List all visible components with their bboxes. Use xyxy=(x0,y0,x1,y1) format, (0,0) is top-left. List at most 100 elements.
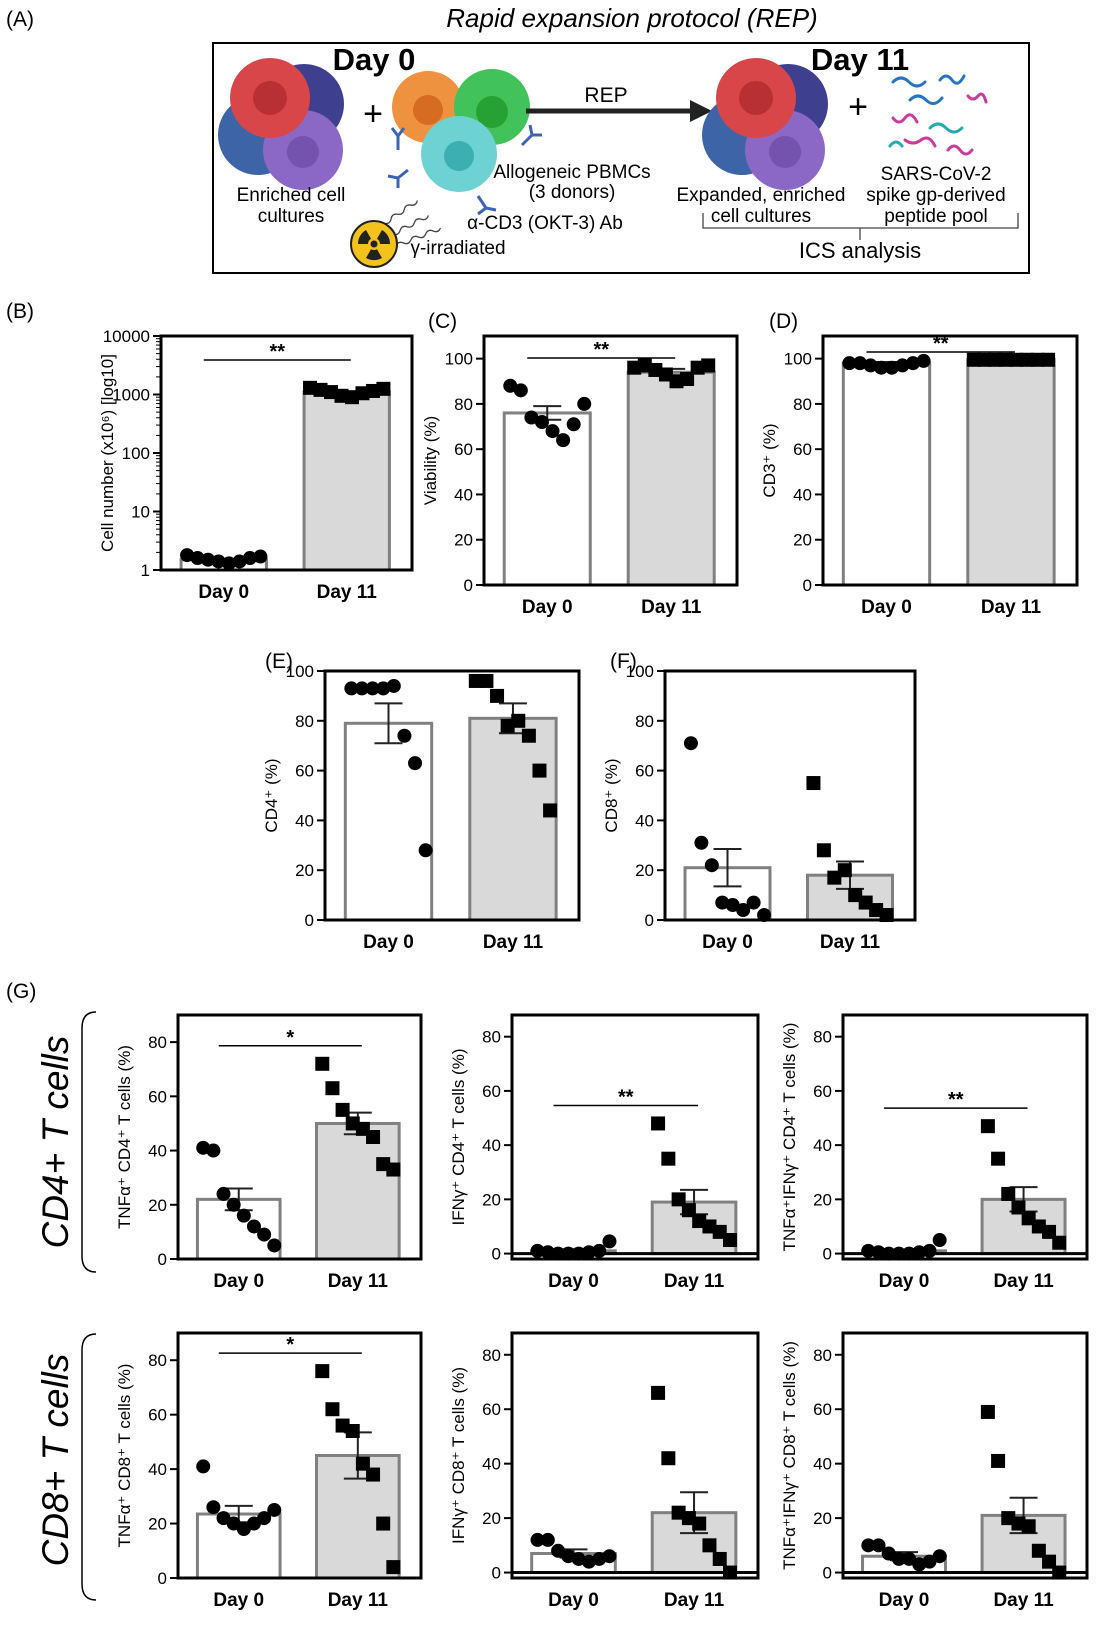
y-tick-label: 20 xyxy=(482,1190,501,1209)
x-category-label: Day 11 xyxy=(664,1590,725,1611)
data-point-day0 xyxy=(211,554,226,569)
data-point-day0 xyxy=(577,396,592,411)
y-tick-label: 20 xyxy=(482,1509,501,1528)
pbmc-cluster xyxy=(392,69,530,192)
data-point-day0 xyxy=(874,360,889,375)
antibody-glyphs xyxy=(387,124,542,216)
data-point-day11 xyxy=(977,352,992,367)
data-point-day0 xyxy=(881,1246,896,1261)
x-category-label: Day 0 xyxy=(198,582,249,603)
data-point-day11 xyxy=(637,358,652,373)
x-category-label: Day 11 xyxy=(317,582,378,603)
cell-teal-nucleus xyxy=(444,141,474,171)
data-point-day0 xyxy=(551,1246,566,1261)
panel-label-b: (B) xyxy=(6,300,34,323)
y-tick-label: 0 xyxy=(492,1564,501,1583)
ics-analysis-label: ICS analysis xyxy=(799,238,921,263)
data-point-day11 xyxy=(658,367,673,382)
chart-g3-tnf-ifn-cd4: 0 20 40 60 80 Day 0 Day 11 TNFα⁺IFNγ⁺ CD4⁺ T ce… xyxy=(780,1013,1089,1292)
data-point-day0 xyxy=(365,681,380,696)
expanded-label-line1: Expanded, enriched xyxy=(676,185,845,206)
data-point-day11 xyxy=(468,673,483,688)
data-point-day11 xyxy=(1009,352,1024,367)
x-category-label: Day 0 xyxy=(879,1271,930,1292)
panel-label-a: (A) xyxy=(6,8,34,31)
y-tick-label: 0 xyxy=(158,1569,167,1588)
panel-label-f: (F) xyxy=(610,650,637,673)
data-point-day0 xyxy=(551,1543,566,1558)
y-tick-label: 20 xyxy=(148,1196,167,1215)
y-tick-label: 0 xyxy=(305,911,314,930)
chart-f-cd8: 0 20 40 60 80 100 Day 0 Day 11 CD8⁺ (%) xyxy=(602,662,917,953)
panel-label-e: (E) xyxy=(265,650,293,673)
y-axis-label: CD4⁺ (%) xyxy=(262,758,281,832)
significance-label: ** xyxy=(933,333,949,355)
data-point-day11 xyxy=(837,863,852,878)
data-point-day11 xyxy=(627,360,642,375)
data-point-day0 xyxy=(267,1238,282,1253)
data-point-day11 xyxy=(325,1081,340,1096)
data-point-day0 xyxy=(201,552,216,567)
data-point-day0 xyxy=(891,1551,906,1566)
peptide-pool-icon xyxy=(888,74,988,156)
data-point-day11 xyxy=(680,372,695,387)
data-point-day0 xyxy=(871,1245,886,1260)
x-category-label: Day 0 xyxy=(363,932,414,953)
data-point-day11 xyxy=(661,1451,676,1466)
x-category-label: Day 0 xyxy=(702,932,753,953)
plus-sign-1: + xyxy=(363,95,383,133)
enriched-label-line2: cultures xyxy=(258,206,325,227)
data-point-day11 xyxy=(376,1516,391,1531)
y-tick-label: 60 xyxy=(148,1406,167,1425)
data-point-day11 xyxy=(723,1565,738,1580)
y-tick-label: 0 xyxy=(158,1250,167,1269)
significance-label: * xyxy=(286,1027,294,1049)
data-point-day11 xyxy=(1041,352,1056,367)
data-point-day11 xyxy=(806,776,821,791)
data-point-day0 xyxy=(561,1246,576,1261)
row-bracket-cd4 xyxy=(81,1011,97,1273)
data-point-day0 xyxy=(534,415,549,430)
data-point-day0 xyxy=(566,417,581,432)
chart-g2-ifn-cd4: 0 20 40 60 80 Day 0 Day 11 IFNγ⁺ CD4⁺ T cells (… xyxy=(449,1013,760,1292)
data-point-day0 xyxy=(556,433,571,448)
data-point-day0 xyxy=(736,903,751,918)
data-point-day11 xyxy=(991,1453,1006,1468)
y-axis-label: TNFα⁺IFNγ⁺ CD4⁺ T cells (%) xyxy=(780,1023,799,1252)
data-point-day0 xyxy=(725,898,740,913)
y-tick-label: 20 xyxy=(635,861,654,880)
spike-label-line2: spike gp-derived xyxy=(866,185,1005,206)
data-point-day11 xyxy=(998,352,1013,367)
y-tick-label: 60 xyxy=(635,762,654,781)
y-tick-label: 40 xyxy=(813,1136,832,1155)
y-tick-label: 80 xyxy=(454,395,473,414)
cell-purple-nucleus xyxy=(287,136,319,168)
data-point-day11 xyxy=(816,843,831,858)
data-point-day11 xyxy=(651,1116,666,1131)
ics-bracket xyxy=(702,213,1019,240)
spike-label-line3: peptide pool xyxy=(884,206,988,227)
data-point-day0 xyxy=(206,1500,221,1515)
y-tick-label: 1000 xyxy=(112,386,150,405)
data-point-day11 xyxy=(355,1456,370,1471)
data-point-day11 xyxy=(966,352,981,367)
y-axis-label: CD3⁺ (%) xyxy=(760,423,779,497)
y-tick-label: 40 xyxy=(635,811,654,830)
data-point-day11 xyxy=(1021,1519,1036,1534)
radiation-icon xyxy=(350,220,398,268)
data-point-day11 xyxy=(325,1402,340,1417)
chart-g6-tnf-ifn-cd8: 0 20 40 60 80 Day 0 Day 11 TNFα⁺IFNγ⁺ CD8⁺ T ce… xyxy=(780,1331,1089,1611)
data-point-day11 xyxy=(315,1056,330,1071)
data-point-day0 xyxy=(922,1243,937,1258)
data-point-day0 xyxy=(694,835,709,850)
chart-b-cell-number: 1 10 100 1000 10000 Day 0 Day 11 Cell number (x… xyxy=(98,327,414,603)
x-category-label: Day 11 xyxy=(993,1590,1054,1611)
y-tick-label: 80 xyxy=(813,1346,832,1365)
y-tick-label: 20 xyxy=(813,1190,832,1209)
data-point-day11 xyxy=(521,728,536,743)
data-point-day0 xyxy=(190,551,205,566)
data-point-day0 xyxy=(226,1197,241,1212)
row-bracket-cd8 xyxy=(81,1333,97,1601)
chart-g1-tnf-cd4: 0 20 40 60 80 Day 0 Day 11 TNFα⁺ CD4⁺ T cells (… xyxy=(115,1013,423,1292)
antibody-label: α-CD3 (OKT-3) Ab xyxy=(467,213,623,234)
